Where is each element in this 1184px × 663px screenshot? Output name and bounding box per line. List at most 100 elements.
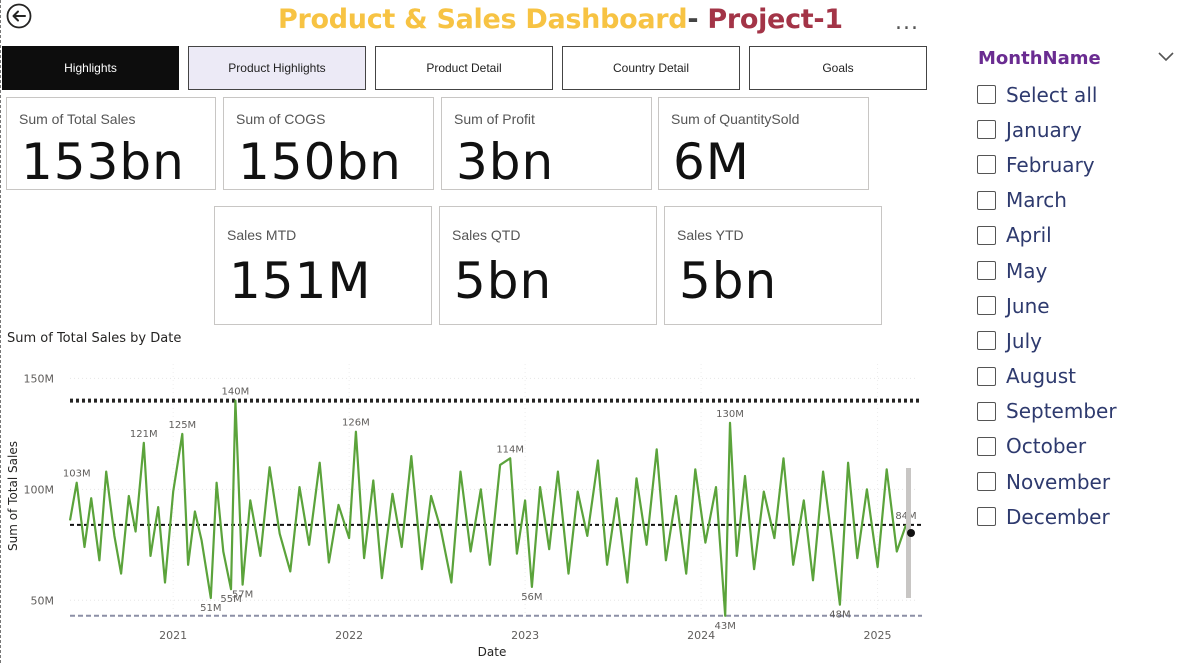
- kpi-label: Sum of Total Sales: [19, 111, 136, 127]
- kpi-value: 5bn: [679, 252, 778, 310]
- slicer-item-label: Select all: [1006, 82, 1098, 107]
- kpi-card-total-sales[interactable]: Sum of Total Sales 153bn: [6, 97, 216, 191]
- data-label: 130M: [716, 409, 744, 420]
- x-tick-label: 2022: [335, 629, 363, 642]
- checkbox[interactable]: [977, 120, 996, 140]
- slicer-item[interactable]: January: [977, 112, 1117, 147]
- more-options-icon[interactable]: ...: [895, 10, 919, 35]
- kpi-card-sales-mtd[interactable]: Sales MTD 151M: [214, 206, 432, 325]
- checkbox[interactable]: [977, 155, 996, 175]
- slicer-item[interactable]: October: [977, 429, 1117, 464]
- kpi-value: 153bn: [21, 133, 185, 191]
- slicer-item[interactable]: July: [977, 323, 1117, 358]
- slicer-item-label: December: [1006, 504, 1110, 529]
- y-tick-label: 150M: [24, 372, 55, 385]
- slicer-item[interactable]: November: [977, 464, 1117, 499]
- kpi-value: 151M: [229, 252, 372, 310]
- slicer-item[interactable]: May: [977, 253, 1117, 288]
- checkbox[interactable]: [977, 296, 996, 316]
- slicer-item[interactable]: August: [977, 359, 1117, 394]
- slicer-item-label: November: [1006, 469, 1111, 494]
- slicer-item[interactable]: March: [977, 183, 1117, 218]
- checkbox[interactable]: [977, 401, 996, 421]
- kpi-value: 6M: [673, 133, 750, 191]
- kpi-label: Sum of QuantitySold: [671, 111, 800, 127]
- checkbox[interactable]: [977, 85, 996, 105]
- slicer-item-label: January: [1006, 117, 1082, 142]
- page-border: [0, 0, 2, 663]
- kpi-card-sales-ytd[interactable]: Sales YTD 5bn: [664, 206, 882, 325]
- data-label: 48M: [829, 610, 850, 621]
- sales-by-date-chart[interactable]: 150M 100M 50M 2021 2022 2023 2024 2025 103M 121M…: [0, 350, 930, 663]
- data-label: 55M: [220, 594, 241, 605]
- y-tick-label: 100M: [24, 483, 55, 496]
- slicer-item-label: July: [1006, 328, 1042, 353]
- x-axis-title: Date: [478, 645, 507, 659]
- tab-country-detail[interactable]: Country Detail: [562, 46, 740, 90]
- series-line[interactable]: [68, 399, 908, 617]
- checkbox[interactable]: [977, 366, 996, 386]
- last-point-marker: [907, 529, 915, 537]
- kpi-value: 3bn: [456, 133, 555, 191]
- slicer-item[interactable]: February: [977, 147, 1117, 182]
- slicer-item[interactable]: December: [977, 499, 1117, 534]
- tab-product-detail[interactable]: Product Detail: [375, 46, 553, 90]
- chevron-down-icon[interactable]: [1156, 48, 1176, 64]
- slicer-item-label: August: [1006, 364, 1076, 389]
- slicer-item[interactable]: Select all: [977, 77, 1117, 112]
- kpi-label: Sum of Profit: [454, 111, 535, 127]
- tab-label: Highlights: [64, 61, 117, 75]
- tab-label: Country Detail: [612, 61, 690, 75]
- slicer-item-label: October: [1006, 434, 1087, 459]
- data-label: 114M: [496, 444, 524, 455]
- kpi-value: 150bn: [238, 133, 402, 191]
- checkbox[interactable]: [977, 507, 996, 527]
- slicer-item-label: March: [1006, 188, 1067, 213]
- data-label: 125M: [168, 420, 196, 431]
- month-slicer-list: Select all January February March April May Ju…: [977, 77, 1117, 534]
- tab-goals[interactable]: Goals: [749, 46, 927, 90]
- kpi-label: Sales YTD: [677, 227, 744, 243]
- slicer-item-label: May: [1006, 258, 1048, 283]
- kpi-label: Sales MTD: [227, 227, 297, 243]
- data-label: 43M: [715, 621, 736, 632]
- slicer-item[interactable]: April: [977, 218, 1117, 253]
- slicer-item[interactable]: September: [977, 394, 1117, 429]
- checkbox[interactable]: [977, 261, 996, 281]
- y-tick-label: 50M: [31, 594, 55, 607]
- tab-label: Product Highlights: [228, 61, 326, 75]
- slicer-item-label: September: [1006, 399, 1117, 424]
- slicer-item[interactable]: June: [977, 288, 1117, 323]
- data-label: 51M: [200, 603, 221, 614]
- slicer-item-label: June: [1006, 293, 1050, 318]
- data-label: 56M: [521, 592, 542, 603]
- tab-highlights[interactable]: Highlights: [2, 46, 179, 90]
- kpi-value: 5bn: [454, 252, 553, 310]
- kpi-card-cogs[interactable]: Sum of COGS 150bn: [223, 97, 434, 191]
- data-label: 121M: [130, 429, 158, 440]
- chart-title: Sum of Total Sales by Date: [7, 331, 182, 346]
- kpi-card-sales-qtd[interactable]: Sales QTD 5bn: [439, 206, 657, 325]
- checkbox[interactable]: [977, 190, 996, 210]
- slicer-item-label: April: [1006, 223, 1052, 248]
- x-tick-label: 2024: [687, 629, 715, 642]
- checkbox[interactable]: [977, 331, 996, 351]
- page-title-separator: -: [687, 4, 708, 35]
- data-label: 126M: [342, 418, 370, 429]
- checkbox[interactable]: [977, 225, 996, 245]
- page-title: Product & Sales Dashboard- Project-1: [278, 4, 843, 35]
- tab-product-highlights[interactable]: Product Highlights: [188, 46, 366, 90]
- y-axis-title: Sum of Total Sales: [6, 441, 20, 551]
- tab-label: Goals: [822, 61, 854, 75]
- checkbox[interactable]: [977, 472, 996, 492]
- x-tick-label: 2023: [511, 629, 539, 642]
- kpi-card-quantity-sold[interactable]: Sum of QuantitySold 6M: [658, 97, 869, 191]
- checkbox[interactable]: [977, 436, 996, 456]
- back-arrow-icon[interactable]: [5, 2, 33, 30]
- tab-label: Product Detail: [426, 61, 502, 75]
- data-label: 103M: [63, 469, 91, 480]
- kpi-card-profit[interactable]: Sum of Profit 3bn: [441, 97, 652, 191]
- x-tick-label: 2021: [159, 629, 187, 642]
- x-tick-label: 2025: [864, 629, 892, 642]
- slicer-title: MonthName: [978, 48, 1101, 69]
